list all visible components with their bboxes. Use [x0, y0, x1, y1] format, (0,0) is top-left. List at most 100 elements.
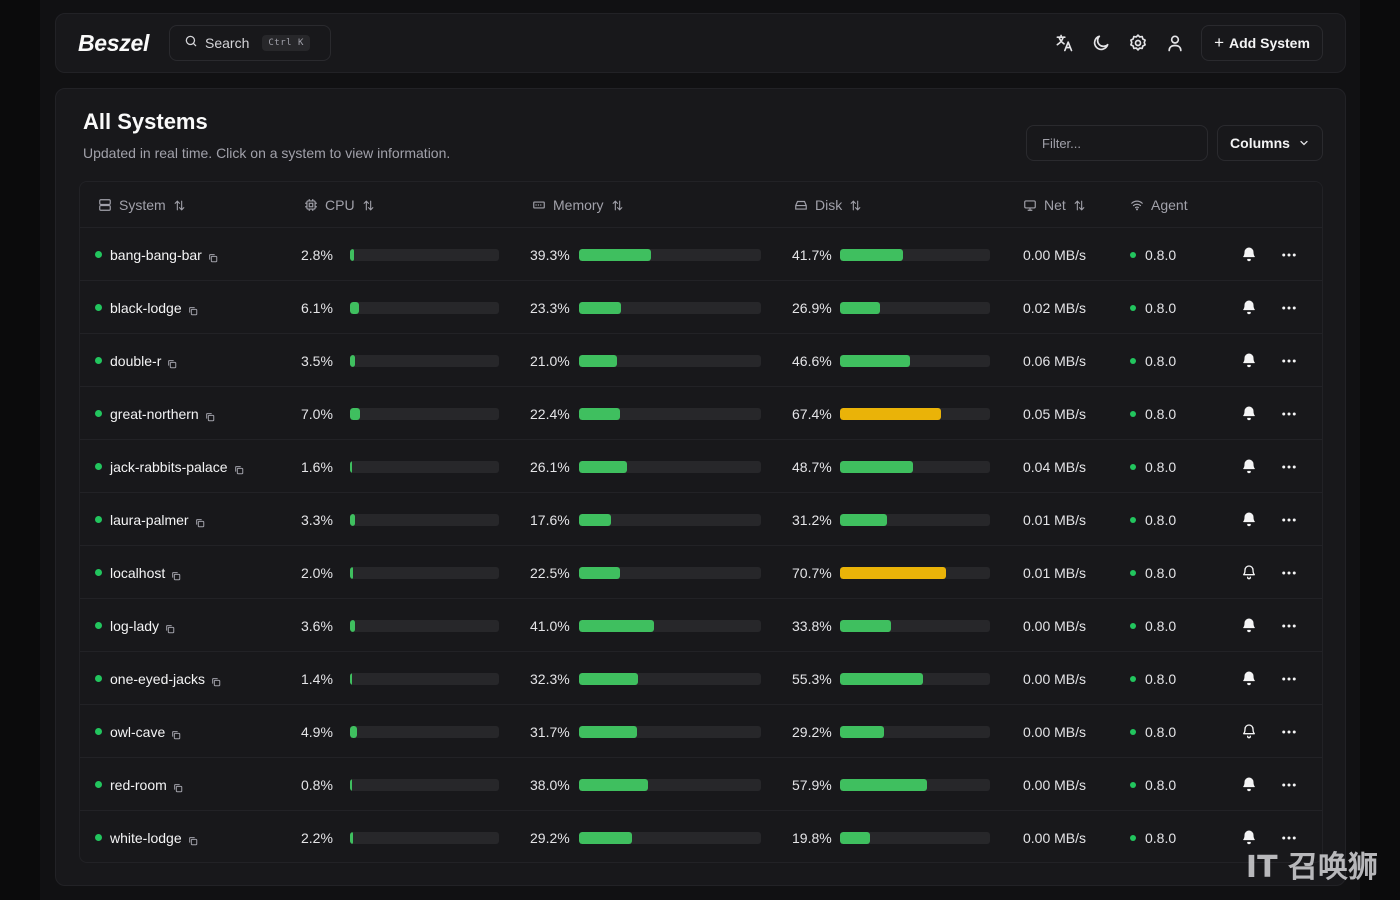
filter-input[interactable]: Filter...	[1026, 125, 1208, 161]
disk-bar	[840, 673, 990, 685]
more-options-icon[interactable]	[1280, 511, 1298, 527]
more-options-icon[interactable]	[1280, 723, 1298, 739]
columns-button[interactable]: Columns	[1217, 125, 1323, 161]
disk-bar	[840, 249, 990, 261]
cpu-bar	[350, 673, 499, 685]
system-name[interactable]: red-room	[110, 776, 167, 793]
bell-outline-icon[interactable]	[1241, 564, 1257, 580]
memory-value: 22.4%	[530, 405, 570, 422]
table-row[interactable]: black-lodge 6.1% 23.3% 26.9% 0.02 MB/s 0.8.0	[80, 281, 1322, 334]
system-name[interactable]: double-r	[110, 352, 162, 369]
bell-icon[interactable]	[1241, 617, 1257, 633]
cpu-bar-fill	[350, 514, 355, 526]
bell-icon[interactable]	[1241, 776, 1257, 792]
bell-icon[interactable]	[1241, 246, 1257, 262]
copy-icon[interactable]	[188, 303, 198, 315]
bell-icon[interactable]	[1241, 829, 1257, 845]
system-name[interactable]: one-eyed-jacks	[110, 670, 205, 687]
more-options-icon[interactable]	[1280, 670, 1298, 686]
header-system[interactable]: System	[98, 182, 186, 228]
system-cell: double-r	[95, 334, 177, 387]
add-system-button[interactable]: + Add System	[1201, 25, 1323, 61]
system-name[interactable]: owl-cave	[110, 723, 166, 740]
copy-icon[interactable]	[234, 462, 244, 474]
memory-bar	[579, 832, 761, 844]
agent-status-dot	[1130, 675, 1136, 682]
system-name[interactable]: localhost	[110, 564, 166, 581]
more-options-icon[interactable]	[1280, 617, 1298, 633]
header-memory[interactable]: Memory	[532, 182, 624, 228]
table-row[interactable]: red-room 0.8% 38.0% 57.9% 0.00 MB/s 0.8.0	[80, 758, 1322, 811]
memory-value: 41.0%	[530, 617, 570, 634]
header-cpu-label: CPU	[325, 197, 355, 213]
bell-icon[interactable]	[1241, 458, 1257, 474]
system-name[interactable]: laura-palmer	[110, 511, 189, 528]
copy-icon[interactable]	[165, 621, 175, 633]
system-name[interactable]: black-lodge	[110, 299, 182, 316]
copy-icon[interactable]	[195, 515, 205, 527]
bell-outline-icon[interactable]	[1241, 723, 1257, 739]
table-row[interactable]: jack-rabbits-palace 1.6% 26.1% 48.7% 0.04 MB…	[80, 440, 1322, 493]
copy-icon[interactable]	[167, 356, 177, 368]
table-row[interactable]: white-lodge 2.2% 29.2% 19.8% 0.00 MB/s 0.8.0	[80, 811, 1322, 862]
agent-cell: 0.8.0	[1130, 758, 1176, 811]
more-options-icon[interactable]	[1280, 829, 1298, 845]
settings-gear-icon[interactable]	[1128, 33, 1148, 53]
copy-icon[interactable]	[205, 409, 215, 421]
table-row[interactable]: localhost 2.0% 22.5% 70.7% 0.01 MB/s 0.8.0	[80, 546, 1322, 599]
more-options-icon[interactable]	[1280, 458, 1298, 474]
table-row[interactable]: double-r 3.5% 21.0% 46.6% 0.06 MB/s 0.8.0	[80, 334, 1322, 387]
bell-icon[interactable]	[1241, 670, 1257, 686]
memory-bar-fill	[579, 249, 651, 261]
memory-value: 26.1%	[530, 458, 570, 475]
system-name[interactable]: bang-bang-bar	[110, 246, 202, 263]
copy-icon[interactable]	[211, 674, 221, 686]
status-dot	[95, 781, 102, 788]
more-options-icon[interactable]	[1280, 246, 1298, 262]
more-options-icon[interactable]	[1280, 405, 1298, 421]
copy-icon[interactable]	[173, 780, 183, 792]
table-row[interactable]: one-eyed-jacks 1.4% 32.3% 55.3% 0.00 MB/s 0.8…	[80, 652, 1322, 705]
system-name[interactable]: white-lodge	[110, 829, 182, 846]
system-name[interactable]: jack-rabbits-palace	[110, 458, 228, 475]
bell-icon[interactable]	[1241, 299, 1257, 315]
table-row[interactable]: great-northern 7.0% 22.4% 67.4% 0.05 MB/s 0.8…	[80, 387, 1322, 440]
header-net[interactable]: Net	[1023, 182, 1086, 228]
search-button[interactable]: Search Ctrl K	[169, 25, 331, 61]
table-row[interactable]: bang-bang-bar 2.8% 39.3% 41.7% 0.00 MB/s 0.8.…	[80, 228, 1322, 281]
cpu-bar	[350, 249, 499, 261]
disk-bar	[840, 355, 990, 367]
copy-icon[interactable]	[171, 727, 181, 739]
system-name[interactable]: great-northern	[110, 405, 199, 422]
memory-bar-fill	[579, 514, 612, 526]
user-icon[interactable]	[1165, 33, 1185, 53]
copy-icon[interactable]	[208, 250, 218, 262]
net-value: 0.00 MB/s	[1023, 617, 1087, 634]
table-row[interactable]: log-lady 3.6% 41.0% 33.8% 0.00 MB/s 0.8.0	[80, 599, 1322, 652]
status-dot	[95, 675, 102, 682]
disk-bar-fill	[840, 355, 910, 367]
cpu-value: 4.9%	[301, 723, 333, 740]
more-options-icon[interactable]	[1280, 299, 1298, 315]
app-logo[interactable]: Beszel	[78, 30, 150, 56]
more-options-icon[interactable]	[1280, 352, 1298, 368]
agent-version: 0.8.0	[1145, 829, 1177, 846]
translate-icon[interactable]	[1054, 33, 1074, 53]
disk-value: 48.7%	[792, 458, 832, 475]
system-name[interactable]: log-lady	[110, 617, 160, 634]
bell-icon[interactable]	[1241, 405, 1257, 421]
bell-icon[interactable]	[1241, 511, 1257, 527]
theme-moon-icon[interactable]	[1091, 33, 1111, 53]
table-row[interactable]: laura-palmer 3.3% 17.6% 31.2% 0.01 MB/s 0.8.0	[80, 493, 1322, 546]
copy-icon[interactable]	[171, 568, 181, 580]
header-cpu[interactable]: CPU	[304, 182, 375, 228]
header-disk[interactable]: Disk	[794, 182, 862, 228]
more-options-icon[interactable]	[1280, 564, 1298, 580]
bell-icon[interactable]	[1241, 352, 1257, 368]
more-options-icon[interactable]	[1280, 776, 1298, 792]
table-row[interactable]: owl-cave 4.9% 31.7% 29.2% 0.00 MB/s 0.8.0	[80, 705, 1322, 758]
search-label: Search	[205, 35, 250, 51]
sort-icon	[363, 199, 373, 211]
system-cell: black-lodge	[95, 281, 198, 334]
copy-icon[interactable]	[188, 833, 198, 845]
